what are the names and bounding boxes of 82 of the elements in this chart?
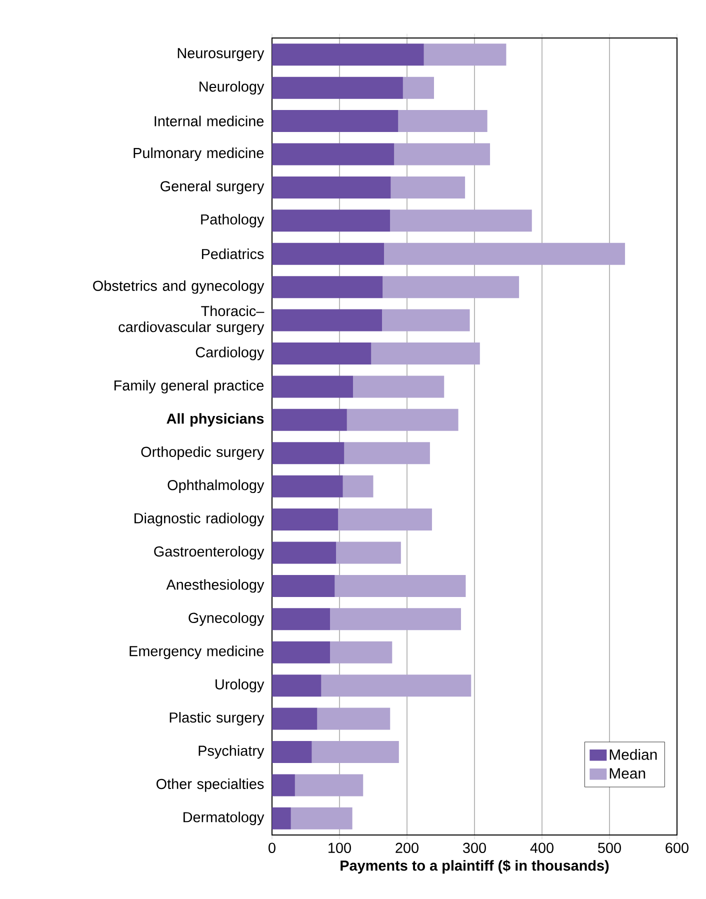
bar	[294, 774, 364, 796]
bar	[334, 574, 466, 597]
bar	[272, 508, 338, 531]
bar	[402, 76, 434, 99]
x-tick-label: 400	[530, 842, 554, 854]
x-tick-label: 300	[462, 842, 486, 854]
y-tick-label: Pathology	[201, 214, 264, 228]
bar	[424, 44, 506, 66]
bar	[317, 708, 390, 730]
bar	[272, 774, 295, 796]
bar	[272, 44, 424, 66]
bar	[272, 242, 384, 265]
bar	[384, 242, 626, 265]
bar	[338, 508, 432, 531]
bar	[272, 740, 312, 763]
bar	[272, 442, 344, 464]
x-tick-label: 100	[328, 842, 351, 854]
bar	[272, 574, 335, 597]
y-tick-label: Anesthesiology	[166, 579, 264, 593]
y-tick-label: Obstetrics and gynecology	[93, 280, 264, 294]
x-tick-label: 600	[666, 842, 688, 854]
bar	[272, 210, 390, 232]
y-tick-label: Ophthalmology	[168, 480, 264, 494]
y-tick-label: Psychiatry	[198, 745, 264, 759]
bar	[272, 309, 382, 332]
bar	[398, 110, 488, 132]
x-tick-label: 0	[268, 842, 276, 854]
bar	[321, 674, 472, 697]
y-tick-label: Pulmonary medicine	[134, 147, 264, 161]
y-tick-label: Orthopedic surgery	[141, 446, 264, 460]
bar	[272, 376, 353, 398]
legend-label: Median	[610, 748, 657, 760]
x-tick-label: 200	[396, 842, 418, 854]
bar	[272, 608, 330, 630]
y-tick-label: Family general practice	[114, 380, 264, 394]
y-tick-label: Cardiology	[196, 346, 264, 360]
bar	[342, 475, 374, 498]
y-tick-label: Gynecology	[188, 612, 264, 626]
bar	[272, 342, 372, 364]
bar	[290, 807, 352, 830]
bar	[272, 276, 383, 298]
bar	[272, 807, 291, 830]
bar	[382, 309, 470, 332]
bar	[272, 708, 318, 730]
y-tick-label: Gastroenterology	[154, 546, 264, 560]
y-tick-label: Dermatology	[184, 812, 264, 826]
y-tick-label: Neurosurgery	[178, 48, 264, 62]
legend-label: Mean	[610, 768, 646, 779]
bar	[330, 608, 461, 630]
y-tick-label: Neurology	[200, 81, 264, 95]
y-tick-label: Plastic surgery	[170, 712, 264, 726]
bar	[394, 143, 490, 166]
bar	[272, 475, 343, 498]
x-axis-title: Payments to a plaintiff ($ in thousands)	[340, 860, 609, 874]
bar	[336, 542, 401, 564]
bar	[272, 542, 336, 564]
y-tick-label: Thoracic–cardiovascular surgery	[118, 306, 264, 335]
y-tick-label: Diagnostic radiology	[134, 512, 264, 526]
bar	[371, 342, 480, 364]
bar	[344, 442, 430, 464]
bar	[272, 76, 403, 99]
bar	[272, 176, 391, 198]
y-tick-label: Other specialties	[156, 778, 264, 792]
bar	[390, 210, 532, 232]
bar	[382, 276, 520, 298]
y-tick-label: All physicians	[166, 413, 264, 427]
x-tick-label: 500	[598, 842, 621, 854]
y-tick-label: Emergency medicine	[130, 646, 264, 660]
bar	[272, 408, 347, 431]
y-tick-label: Internal medicine	[154, 116, 264, 126]
y-tick-label: Urology	[216, 678, 264, 692]
bar	[312, 740, 399, 763]
y-tick-label: General surgery	[160, 180, 264, 194]
bar	[330, 641, 392, 664]
y-tick-label: Pediatrics	[202, 248, 264, 260]
bar	[272, 110, 398, 132]
bar	[353, 376, 444, 398]
bar	[390, 176, 466, 198]
bar	[272, 641, 330, 664]
bar	[272, 143, 394, 166]
bar	[272, 674, 322, 697]
bar	[346, 408, 458, 431]
